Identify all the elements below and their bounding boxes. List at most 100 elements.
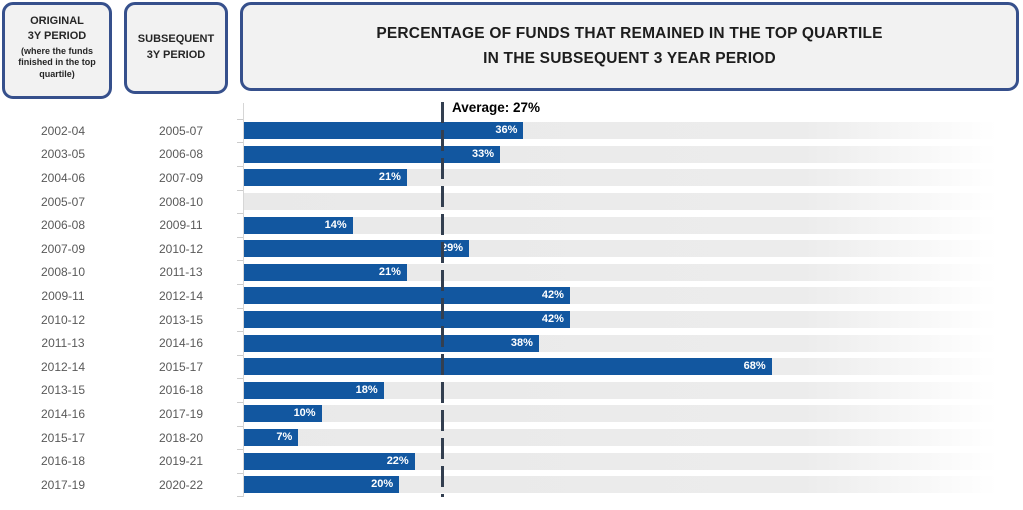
bar: 42% [244,287,570,305]
average-dashed-line [441,102,444,497]
subsequent-period-label: 2015-17 [158,359,204,374]
bar-track [237,189,1020,211]
subsequent-period-label: 2014-16 [158,336,204,351]
bar: 21% [244,169,407,187]
bar-value-label: 68% [743,360,766,373]
chart-title-box: PERCENTAGE OF FUNDS THAT REMAINED IN THE… [240,2,1019,91]
original-period-label: 2008-10 [40,265,86,280]
bar-value-label: 36% [495,124,518,137]
original-period-label: 2012-14 [40,359,86,374]
bar-track: 38% [237,331,1020,352]
bar: 33% [244,145,501,163]
subsequent-period-label: 2007-09 [158,170,204,185]
chart-row: 2008-10 2011-13 21% [0,260,1023,285]
subsequent-period-header-box: SUBSEQUENT 3Y PERIOD [124,2,228,94]
chart-row: 2015-17 2018-20 7% [0,425,1023,450]
chart-title-line2: IN THE SUBSEQUENT 3 YEAR PERIOD [483,49,776,67]
bar-track: 33% [237,142,1020,163]
original-period-label: 2010-12 [40,312,86,327]
subsequent-period-label: 2013-15 [158,312,204,327]
bar: 36% [244,122,524,140]
original-period-label: 2007-09 [40,241,86,256]
bar-value-label: 42% [541,313,564,326]
chart-row: 2012-14 2015-17 68% [0,354,1023,379]
original-period-label: 2014-16 [40,406,86,421]
bar-value-label: 29% [441,242,464,255]
original-period-label: 2013-15 [40,383,86,398]
bar-track: 10% [237,401,1020,423]
subsequent-period-title-line2: 3Y PERIOD [146,49,206,61]
subsequent-period-label: 2010-12 [158,241,204,256]
average-label: Average: 27% [452,100,541,115]
bar-value-label: 22% [386,454,409,467]
bar-value-label: 20% [371,478,394,491]
bar: 29% [244,240,470,258]
original-period-header-box: ORIGINAL 3Y PERIOD (where the funds fini… [2,2,112,99]
bar: 22% [244,452,415,470]
bar: 10% [244,405,322,423]
chart-row: 2010-12 2013-15 42% [0,307,1023,332]
original-period-label: 2009-11 [41,288,85,303]
bar-value-label: 21% [378,171,401,184]
chart-row: 2004-06 2007-09 21% [0,165,1023,190]
bar-track: 14% [237,213,1020,234]
bar: 38% [244,334,539,352]
original-period-label: 2016-18 [40,454,86,469]
chart-row: 2005-07 2008-10 [0,189,1023,214]
chart-row: 2009-11 2012-14 42% [0,283,1023,308]
chart-rows: 2002-04 2005-07 36% 2003-05 2006-08 33% … [0,118,1023,497]
bar-track: 21% [237,165,1020,187]
bar-value-label: 33% [472,147,495,160]
bar-value-label: 38% [510,336,533,349]
bar-track: 21% [237,260,1020,281]
bar-value-label: 7% [276,431,293,444]
subsequent-period-label: 2012-14 [158,288,204,303]
bar-value-label: 21% [378,265,401,278]
original-period-title-line2: 3Y PERIOD [27,29,87,42]
chart-row: 2013-15 2016-18 18% [0,378,1023,403]
original-period-label: 2002-04 [40,123,86,138]
subsequent-period-title-line1: SUBSEQUENT [137,33,215,46]
subsequent-period-label: 2016-18 [158,383,204,398]
subsequent-period-label: 2011-13 [159,265,203,280]
original-period-label: 2003-05 [40,147,86,162]
subsequent-period-label: 2006-08 [158,147,204,162]
subsequent-period-label: 2019-21 [158,454,204,469]
bar-track: 22% [237,449,1020,470]
bar-track: 7% [237,425,1020,447]
original-period-label: 2006-08 [40,218,86,233]
subsequent-period-label: 2018-20 [158,430,204,445]
bar-value-label: 10% [293,407,316,420]
bar-value-label: 18% [355,383,378,396]
subsequent-period-label: 2008-10 [158,194,204,209]
bar: 21% [244,263,407,281]
bar-track: 36% [237,118,1020,140]
chart-title-line1: PERCENTAGE OF FUNDS THAT REMAINED IN THE… [376,25,883,43]
bar-value-label: 42% [541,289,564,302]
chart-row: 2002-04 2005-07 36% [0,118,1023,143]
bar-chart: Average: 27% 2002-04 2005-07 36% 2003-05… [0,100,1023,497]
chart-row: 2007-09 2010-12 29% [0,236,1023,261]
original-period-label: 2005-07 [40,194,86,209]
chart-row: 2017-19 2020-22 20% [0,472,1023,497]
chart-row: 2016-18 2019-21 22% [0,449,1023,473]
original-period-subtitle: (where the funds finished in the top qua… [18,45,96,80]
bar: 7% [244,429,299,447]
original-period-label: 2011-13 [41,336,85,351]
original-period-label: 2004-06 [40,170,86,185]
bar-track: 42% [237,307,1020,329]
y-axis-line [243,103,244,497]
bar-track: 20% [237,472,1020,497]
subsequent-period-label: 2017-19 [158,406,204,421]
bar: 68% [244,358,772,376]
bar: 18% [244,381,384,399]
bar: 42% [244,311,570,329]
bar-track: 29% [237,236,1020,258]
bar-value-label: 14% [324,218,347,231]
subsequent-period-label: 2005-07 [158,123,204,138]
subsequent-period-label: 2009-11 [159,218,203,233]
chart-row: 2011-13 2014-16 38% [0,331,1023,355]
chart-row: 2003-05 2006-08 33% [0,142,1023,167]
subsequent-period-label: 2020-22 [158,477,204,492]
original-period-label: 2015-17 [40,430,86,445]
